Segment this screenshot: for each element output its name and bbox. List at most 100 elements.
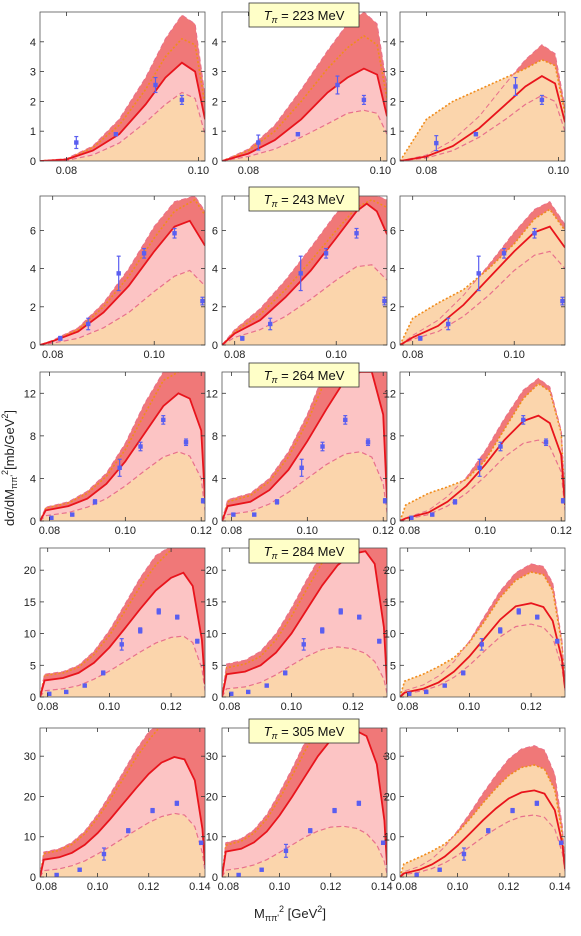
y-tick-label: 5 bbox=[390, 660, 396, 672]
x-tick-label: 0.12 bbox=[520, 701, 541, 713]
inner-band bbox=[40, 572, 205, 697]
dotted-curve bbox=[40, 37, 205, 161]
data-marker bbox=[555, 639, 560, 644]
y-tick-label: 12 bbox=[206, 388, 218, 400]
outer-band bbox=[40, 196, 205, 345]
dotted-curve bbox=[40, 549, 172, 697]
frame bbox=[399, 195, 566, 346]
data-point bbox=[200, 498, 205, 504]
y-tick-label: 1 bbox=[390, 126, 396, 138]
data-marker bbox=[200, 298, 205, 304]
y-tick-label: 2 bbox=[390, 96, 396, 108]
data-marker bbox=[86, 321, 91, 327]
data-marker bbox=[532, 231, 537, 236]
temperature-label: Tπ = 264 MeV bbox=[248, 362, 360, 388]
data-marker bbox=[200, 498, 205, 503]
data-marker bbox=[320, 444, 325, 449]
data-point bbox=[555, 638, 560, 644]
upper-dashed-curve bbox=[40, 372, 205, 521]
plot-area bbox=[40, 196, 205, 345]
data-marker bbox=[479, 642, 484, 647]
data-point bbox=[92, 499, 98, 505]
plot-area bbox=[400, 372, 565, 521]
y-tick-label: 30 bbox=[384, 751, 396, 763]
data-marker bbox=[510, 808, 515, 813]
data-point bbox=[113, 131, 119, 137]
plot-area bbox=[40, 372, 205, 521]
x-tick-label: 0.10 bbox=[548, 165, 569, 177]
y-tick-label: 5 bbox=[212, 660, 218, 672]
data-point bbox=[516, 608, 521, 615]
y-tick-label: 0 bbox=[390, 340, 396, 352]
x-tick-label: 0.10 bbox=[326, 349, 347, 361]
y-tick-label: 0 bbox=[212, 340, 218, 352]
y-tick-label: 0 bbox=[212, 156, 218, 168]
x-tick-label: 0.12 bbox=[498, 881, 519, 893]
inner-band bbox=[40, 220, 205, 345]
temperature-label: Tπ = 305 MeV bbox=[248, 718, 360, 744]
x-axis-label-sup: 2 bbox=[279, 904, 284, 914]
data-point bbox=[335, 75, 340, 95]
upper-dashed-curve bbox=[222, 728, 387, 877]
dashed-curve bbox=[40, 451, 205, 521]
data-marker bbox=[82, 683, 87, 688]
y-tick-label: 10 bbox=[24, 629, 36, 641]
data-marker bbox=[558, 840, 564, 845]
data-marker bbox=[259, 867, 264, 872]
data-point bbox=[380, 840, 386, 845]
y-axis-label-unit-sup: 2 bbox=[0, 414, 10, 419]
data-marker bbox=[356, 801, 362, 806]
upper-dashed-curve bbox=[222, 548, 387, 697]
data-point bbox=[308, 828, 313, 834]
data-point bbox=[560, 498, 565, 504]
y-tick-label: 20 bbox=[384, 791, 396, 803]
panel-r4-c0: 0.08 0.10 0.12 0.14 0 10 20 30 bbox=[24, 727, 211, 893]
low-band bbox=[222, 646, 387, 697]
dotted-curve bbox=[222, 372, 331, 521]
x-axis-label-unit-sup: 2 bbox=[317, 904, 322, 914]
frame bbox=[399, 371, 566, 522]
data-marker bbox=[175, 614, 180, 620]
data-marker bbox=[113, 131, 119, 137]
data-marker bbox=[452, 499, 458, 505]
y-tick-label: 2 bbox=[30, 96, 36, 108]
data-point bbox=[283, 670, 288, 676]
x-tick-label: 0.12 bbox=[138, 881, 159, 893]
data-marker bbox=[274, 499, 280, 505]
data-point bbox=[174, 800, 180, 806]
data-marker bbox=[473, 131, 479, 137]
x-tick-label: 0.08 bbox=[56, 165, 77, 177]
data-point bbox=[246, 689, 251, 695]
y-tick-label: 0 bbox=[30, 692, 36, 704]
dashed-curve bbox=[222, 451, 387, 521]
data-point bbox=[126, 828, 131, 834]
y-axis-label-close: ] bbox=[2, 410, 17, 414]
x-tick-label: 0.12 bbox=[372, 525, 393, 537]
data-point bbox=[138, 441, 143, 452]
data-marker bbox=[295, 131, 301, 137]
data-point bbox=[58, 335, 63, 341]
y-tick-label: 1 bbox=[30, 126, 36, 138]
data-marker bbox=[498, 444, 503, 449]
x-tick-label: 0.08 bbox=[416, 165, 437, 177]
data-point bbox=[414, 872, 419, 877]
data-marker bbox=[560, 498, 565, 503]
central-curve bbox=[400, 789, 565, 877]
x-tick-label: 0.12 bbox=[342, 701, 363, 713]
y-axis-label-sup: 2 bbox=[0, 470, 10, 475]
data-marker bbox=[195, 639, 200, 644]
low-band bbox=[222, 451, 387, 521]
upper-dashed-curve bbox=[222, 196, 387, 345]
data-point bbox=[198, 840, 204, 845]
data-point bbox=[473, 131, 479, 137]
x-tick-label: 0.08 bbox=[402, 349, 423, 361]
data-marker bbox=[424, 689, 429, 695]
low-band bbox=[40, 270, 205, 345]
data-point bbox=[434, 135, 439, 152]
x-axis-label-close: ] bbox=[322, 906, 326, 921]
frame bbox=[399, 11, 566, 162]
data-point bbox=[82, 683, 87, 688]
plot-area bbox=[222, 728, 387, 877]
x-tick-label: 0.08 bbox=[218, 881, 239, 893]
